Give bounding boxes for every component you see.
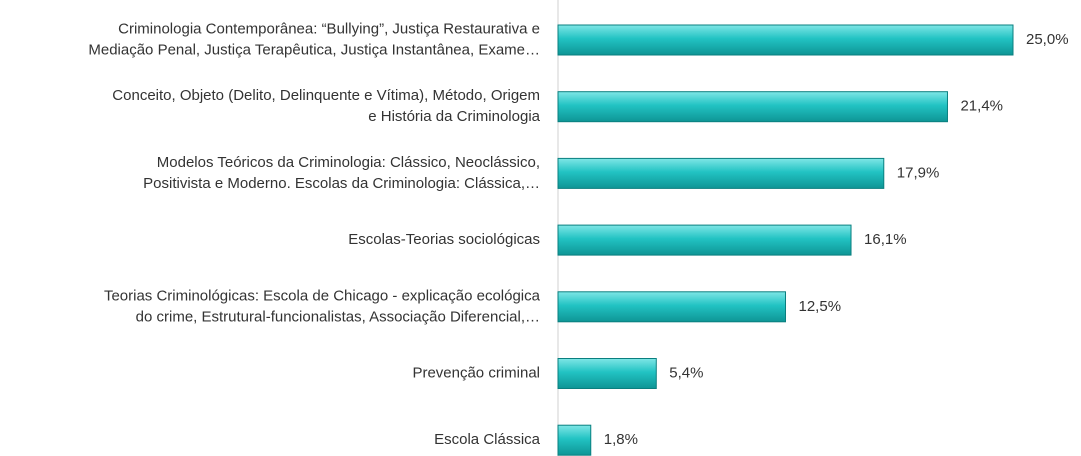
- category-label: Escola Clássica: [434, 431, 541, 448]
- category-label: Conceito, Objeto (Delito, Delinquente e …: [112, 87, 540, 125]
- value-label: 21,4%: [960, 98, 1003, 115]
- bar: [557, 291, 786, 323]
- bar: [557, 224, 852, 256]
- value-label: 17,9%: [897, 164, 940, 181]
- category-label: Criminologia Contemporânea: “Bullying”, …: [88, 20, 540, 58]
- category-label: Modelos Teóricos da Criminologia: Clássi…: [143, 154, 540, 192]
- value-label: 16,1%: [864, 231, 907, 248]
- bar: [557, 358, 657, 389]
- bar: [557, 157, 885, 189]
- value-label: 12,5%: [799, 298, 842, 315]
- value-label: 5,4%: [669, 364, 703, 381]
- bar: [557, 424, 592, 456]
- bar: [557, 91, 948, 123]
- value-label: 1,8%: [604, 431, 638, 448]
- category-label: Prevenção criminal: [412, 364, 540, 381]
- category-label: Teorias Criminológicas: Escola de Chicag…: [104, 287, 541, 325]
- bar: [557, 24, 1014, 56]
- value-label: 25,0%: [1026, 31, 1069, 48]
- category-label: Escolas-Teorias sociológicas: [348, 231, 540, 248]
